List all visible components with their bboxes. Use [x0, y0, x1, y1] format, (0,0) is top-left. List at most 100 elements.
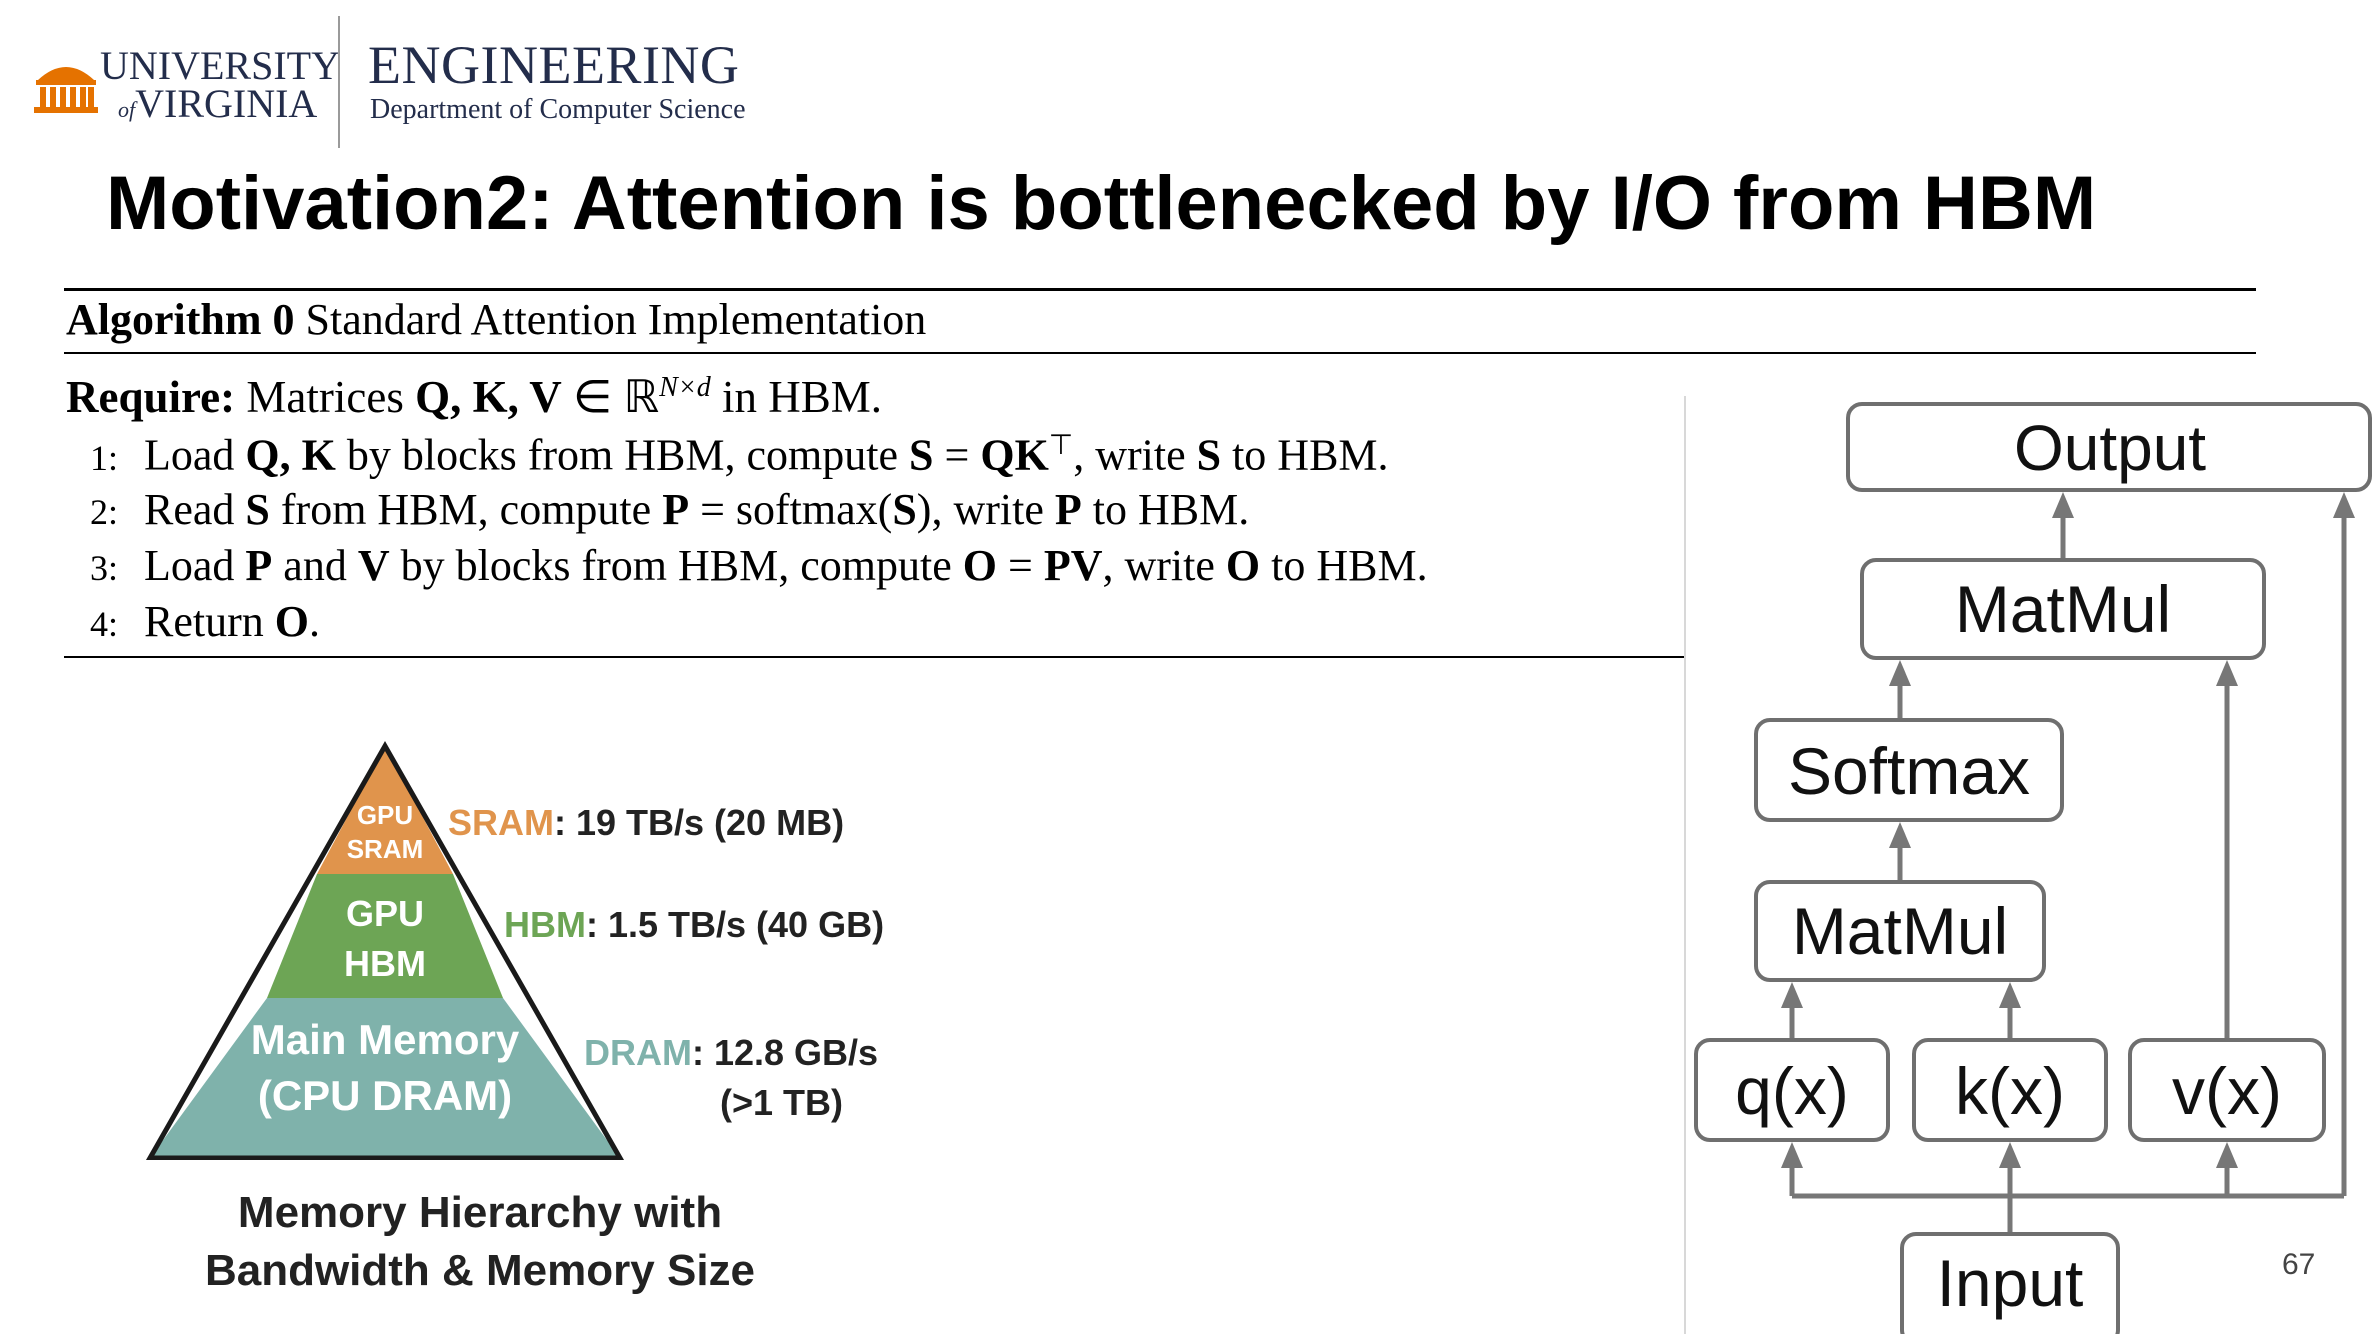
step-text: . [309, 597, 320, 646]
require-label: Require: [66, 372, 236, 422]
pyramid-tier-hbm [267, 874, 503, 998]
require-matrices: Q, K, V [415, 372, 562, 422]
algorithm-header: Algorithm 0 Standard Attention Implement… [66, 294, 926, 345]
node-v [2128, 1038, 2326, 1142]
node-softmax-label: Softmax [1788, 734, 2030, 808]
caption-line2: Bandwidth & Memory Size [204, 1246, 756, 1295]
step-number: 2: [90, 492, 119, 532]
university-line1: UNIVERSITY [100, 43, 340, 88]
step-math: S [245, 485, 270, 534]
step-text: and [272, 541, 358, 590]
step-text: , write [1073, 430, 1197, 480]
node-q [1694, 1038, 1890, 1142]
step-text: = [933, 430, 981, 480]
step-math: P [245, 541, 273, 590]
algo-step-4: 4: Return O. [90, 596, 320, 647]
step-text: Read [144, 485, 246, 534]
step-transpose: ⊤ [1048, 430, 1074, 461]
node-v-label: v(x) [2172, 1054, 2282, 1128]
arrow-bus-to-q-head [1781, 1142, 1803, 1168]
sram-label-value: : 19 TB/s (20 MB) [554, 802, 845, 843]
step-number: 4: [90, 604, 119, 644]
require-pre: Matrices [246, 372, 404, 422]
step-math: P [1054, 485, 1082, 534]
step-math: S [909, 430, 934, 480]
pyramid-caption: Memory Hierarchy with Bandwidth & Memory… [180, 1184, 780, 1300]
node-matmul-bottom-label: MatMul [1792, 894, 2008, 968]
memory-pyramid: GPU SRAM GPU HBM Main Memory (CPU DRAM) [145, 740, 625, 1160]
hbm-inner-line2: HBM [344, 943, 426, 984]
dram-label-value: : 12.8 GB/s [691, 1032, 879, 1073]
arrow-bus-to-k-head [1999, 1142, 2021, 1168]
step-text: from HBM, compute [269, 485, 663, 534]
step-text: = [997, 541, 1044, 590]
slide-title: Motivation2: Attention is bottlenecked b… [106, 161, 2097, 246]
algo-step-3: 3: Load P and V by blocks from HBM, compu… [90, 540, 1428, 591]
node-matmul-top [1860, 558, 2266, 660]
node-matmul-bottom [1754, 880, 2046, 982]
node-input [1900, 1232, 2120, 1334]
step-math: S [1196, 430, 1222, 480]
algorithm-name: Standard Attention Implementation [305, 295, 927, 344]
dram-inner-line2: (CPU DRAM) [258, 1072, 512, 1119]
dram-inner-line1: Main Memory [251, 1016, 520, 1063]
university-line2: VIRGINIA [135, 81, 318, 126]
algo-step-2: 2: Read S from HBM, compute P = softmax(S… [90, 484, 1249, 535]
step-math: Q, K [245, 430, 336, 480]
pyramid-tier-sram [317, 746, 453, 874]
arrow-k-to-matmul-head [1999, 982, 2021, 1008]
step-math: P [662, 485, 690, 534]
arrow-bus-to-v-head [2216, 1142, 2238, 1168]
caption-line1: Memory Hierarchy with [237, 1188, 723, 1237]
hbm-label: HBM: 1.5 TB/s (40 GB) [504, 904, 884, 946]
page-number: 67 [2282, 1248, 2316, 1281]
node-k [1912, 1038, 2108, 1142]
sram-label: SRAM: 19 TB/s (20 MB) [448, 802, 844, 844]
dram-label: DRAM: 12.8 GB/s [584, 1032, 878, 1074]
step-text: = softmax( [689, 485, 893, 534]
dram-label-size: (>1 TB) [720, 1082, 844, 1123]
node-output [1846, 402, 2372, 492]
section-divider [1684, 396, 1686, 1334]
node-matmul-top-label: MatMul [1955, 572, 2171, 646]
sram-label-name: SRAM [448, 802, 554, 843]
step-text: by blocks from HBM, compute [389, 541, 963, 590]
node-output-label: Output [2014, 412, 2206, 484]
algo-bottom-rule [64, 656, 1684, 658]
step-text: , write [1102, 541, 1226, 590]
require-dim: N×d [659, 372, 711, 403]
algo-step-1: 1: Load Q, K by blocks from HBM, compute … [90, 428, 1389, 481]
step-number: 3: [90, 548, 119, 588]
step-text: by blocks from HBM, compute [335, 430, 910, 480]
node-input-label: Input [1937, 1246, 2084, 1320]
pyramid-outline [145, 740, 625, 1160]
step-text: to HBM. [1081, 485, 1250, 534]
university-wordmark: UNIVERSITY ofVIRGINIA [100, 46, 340, 124]
node-q-label: q(x) [1735, 1054, 1849, 1128]
dram-label-name: DRAM [584, 1032, 692, 1073]
hbm-label-value: : 1.5 TB/s (40 GB) [585, 904, 885, 945]
arrow-bus-to-output-head [2333, 492, 2355, 518]
department-name: Department of Computer Science [370, 94, 746, 125]
sram-inner-line2: SRAM [347, 834, 424, 864]
node-softmax [1754, 718, 2064, 822]
pyramid-tier-dram [150, 998, 620, 1158]
step-text: Load [144, 541, 246, 590]
arrow-q-to-matmul-head [1781, 982, 1803, 1008]
algorithm-label: Algorithm 0 [66, 295, 295, 344]
step-text: Return [144, 597, 275, 646]
step-math: V [357, 541, 390, 590]
hbm-inner-line1: GPU [346, 893, 424, 934]
sram-inner-line1: GPU [357, 800, 413, 830]
require-post: in HBM. [721, 372, 882, 422]
hbm-label-name: HBM [504, 904, 586, 945]
arrow-matmul-to-output-head [2052, 492, 2074, 518]
engineering-wordmark: ENGINEERING [368, 35, 740, 95]
step-number: 1: [90, 437, 119, 478]
step-text: ), write [916, 485, 1055, 534]
step-math: PV [1043, 541, 1103, 590]
require-in: ∈ ℝ [573, 372, 660, 422]
step-text: to HBM. [1260, 541, 1428, 590]
step-math: O [962, 541, 998, 590]
algo-top-rule [64, 288, 2256, 291]
